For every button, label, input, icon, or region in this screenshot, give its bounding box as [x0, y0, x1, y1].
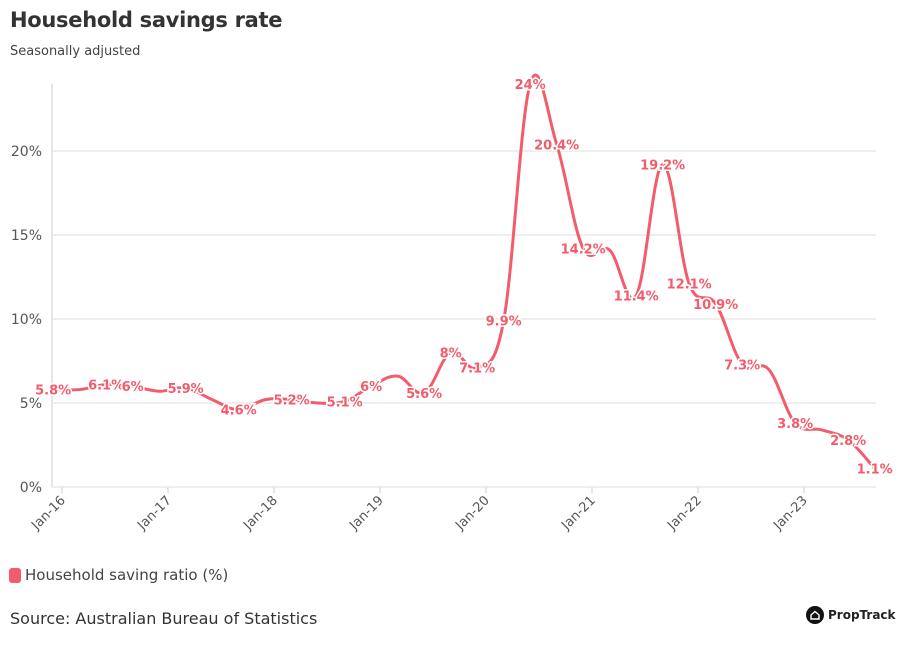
x-tick-label: Jan-16 [28, 493, 69, 534]
x-tick-label: Jan-20 [452, 493, 493, 534]
legend-label: Household saving ratio (%) [25, 566, 229, 584]
data-label: 6.1% [88, 379, 124, 394]
data-label: 11.4% [614, 289, 659, 304]
y-tick-label: 15% [11, 228, 42, 244]
y-tick-label: 0% [20, 480, 42, 496]
y-tick-label: 5% [20, 396, 42, 412]
x-tick-label: Jan-21 [558, 493, 599, 534]
chart-subtitle: Seasonally adjusted [10, 44, 141, 59]
x-tick-label: Jan-19 [346, 493, 387, 534]
legend-swatch [9, 567, 21, 583]
logo-text: PropTrack [828, 608, 896, 622]
x-tick-label: Jan-18 [240, 493, 281, 534]
data-label: 5.1% [327, 395, 363, 410]
chart-title: Household savings rate [10, 8, 283, 32]
data-label: 4.6% [221, 404, 257, 419]
data-label: 5.2% [274, 394, 310, 409]
series-household-saving-ratio [51, 73, 877, 471]
data-label: 1.1% [857, 463, 893, 478]
data-label: 5.6% [406, 387, 442, 402]
data-label: 5.8% [35, 384, 71, 399]
x-tick-label: Jan-22 [664, 493, 705, 534]
data-label: 6% [122, 380, 144, 395]
data-label: 10.9% [693, 298, 738, 313]
data-label: 14.2% [561, 242, 606, 257]
data-label: 2.8% [830, 434, 866, 449]
data-label: 9.9% [486, 315, 522, 330]
line-chart: 0%5%10%15%20% Jan-16 Jan-17 Jan-18 Jan-19 Ja… [11, 73, 895, 534]
source-note: Source: Australian Bureau of Statistics [10, 609, 318, 628]
data-label: 8% [440, 347, 462, 362]
x-axis-ticks: Jan-16 Jan-17 Jan-18 Jan-19 Jan-20 Jan-21 Jan-… [28, 487, 811, 534]
x-tick-label: Jan-17 [134, 493, 175, 534]
data-label: 19.2% [640, 158, 685, 173]
series-line [51, 73, 877, 471]
data-label: 24% [515, 78, 546, 93]
proptrack-logo: PropTrack [806, 606, 896, 624]
data-labels: 5.8% 6.1%6% 5.9%4.6%5.2% 5.1%6% 5.6%8%7.1%9.… [34, 76, 895, 479]
data-label: 12.1% [667, 278, 712, 293]
y-tick-label: 10% [11, 312, 42, 328]
data-label: 5.9% [168, 382, 204, 397]
y-axis-ticks: 0% 5% 10% 15% 20% [11, 144, 42, 496]
data-label: 6% [360, 380, 382, 395]
x-tick-label: Jan-23 [770, 493, 811, 534]
data-label: 3.8% [777, 417, 813, 432]
data-label: 7.1% [459, 362, 495, 377]
legend[interactable]: Household saving ratio (%) [9, 566, 228, 584]
y-tick-label: 20% [11, 144, 42, 160]
house-icon [806, 606, 824, 624]
data-label: 20.4% [534, 138, 579, 153]
gridlines [51, 84, 876, 488]
data-label: 7.3% [724, 358, 760, 373]
